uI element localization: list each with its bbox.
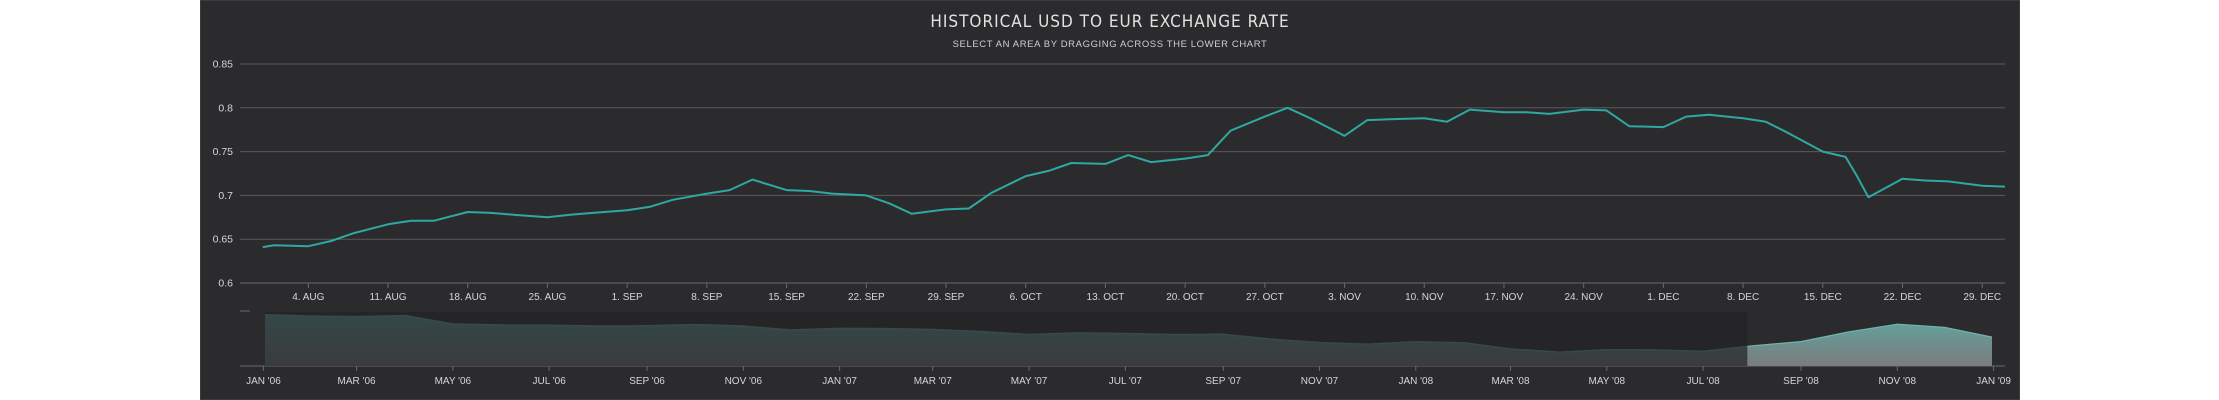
x-tick-label: 1. SEP xyxy=(612,292,643,303)
navigator-tick-label: JAN '09 xyxy=(1976,376,2011,387)
x-tick-label: 22. SEP xyxy=(848,292,885,303)
navigator-tick-label: JAN '08 xyxy=(1398,376,1433,387)
navigator-tick-label: MAR '06 xyxy=(338,376,376,387)
x-tick-label: 27. OCT xyxy=(1246,292,1284,303)
x-tick-label: 8. DEC xyxy=(1727,292,1759,303)
main-y-tick-labels: 0.6 0.65 0.7 0.75 0.8 0.85 xyxy=(213,59,234,290)
x-tick-label: 3. NOV xyxy=(1328,292,1361,303)
x-tick-label: 15. DEC xyxy=(1804,292,1842,303)
x-tick-label: 15. SEP xyxy=(768,292,805,303)
navigator-tick-label: JUL '06 xyxy=(533,376,567,387)
y-tick-label: 0.7 xyxy=(218,190,233,202)
y-tick-label: 0.6 xyxy=(218,278,233,290)
x-tick-label: 17. NOV xyxy=(1485,292,1524,303)
main-x-tick-labels: 4. AUG 11. AUG 18. AUG 25. AUG 1. SEP 8. SEP 1… xyxy=(292,283,2001,303)
navigator-tick-label: JUL '07 xyxy=(1109,376,1143,387)
main-series xyxy=(262,106,2006,249)
navigator-mask xyxy=(265,312,1748,366)
y-tick-label: 0.85 xyxy=(213,59,234,71)
navigator-tick-label: NOV '06 xyxy=(725,376,763,387)
x-tick-label: 1. DEC xyxy=(1647,292,1679,303)
navigator-tick-label: JAN '07 xyxy=(822,376,857,387)
navigator-tick-label: MAY '06 xyxy=(435,376,472,387)
navigator-tick-label: SEP '06 xyxy=(629,376,665,387)
navigator-tick-label: JAN '06 xyxy=(246,376,281,387)
x-tick-label: 20. OCT xyxy=(1166,292,1204,303)
navigator-x-tick-labels: JAN '06 MAR '06 MAY '06 JUL '06 SEP '06 NOV '… xyxy=(246,366,2011,387)
x-tick-label: 24. NOV xyxy=(1564,292,1603,303)
y-tick-label: 0.75 xyxy=(213,146,234,158)
navigator-tick-label: SEP '08 xyxy=(1783,376,1819,387)
navigator-tick-label: NOV '07 xyxy=(1301,376,1339,387)
x-tick-label: 25. AUG xyxy=(529,292,567,303)
chart-subtitle: SELECT AN AREA BY DRAGGING ACROSS THE LO… xyxy=(953,39,1268,50)
main-gridlines xyxy=(240,63,2005,284)
x-tick-label: 11. AUG xyxy=(370,292,407,303)
x-tick-label: 10. NOV xyxy=(1405,292,1444,303)
navigator-tick-label: JUL '08 xyxy=(1686,376,1720,387)
series-line xyxy=(262,106,2006,249)
x-tick-label: 29. DEC xyxy=(1963,292,2001,303)
navigator-tick-label: MAR '08 xyxy=(1492,376,1530,387)
navigator-tick-label: MAY '08 xyxy=(1589,376,1626,387)
navigator-tick-label: MAR '07 xyxy=(914,376,952,387)
x-tick-label: 4. AUG xyxy=(292,292,324,303)
y-tick-label: 0.8 xyxy=(218,102,233,114)
x-tick-label: 29. SEP xyxy=(928,292,965,303)
x-tick-label: 13. OCT xyxy=(1087,292,1125,303)
navigator[interactable] xyxy=(240,310,2005,367)
chart-title: HISTORICAL USD TO EUR EXCHANGE RATE xyxy=(930,12,1289,32)
x-tick-label: 8. SEP xyxy=(691,292,722,303)
y-tick-label: 0.65 xyxy=(213,234,234,246)
navigator-tick-label: MAY '07 xyxy=(1011,376,1048,387)
x-tick-label: 22. DEC xyxy=(1884,292,1922,303)
navigator-tick-label: NOV '08 xyxy=(1879,376,1917,387)
x-tick-label: 6. OCT xyxy=(1010,292,1042,303)
navigator-tick-label: SEP '07 xyxy=(1205,376,1241,387)
x-tick-label: 18. AUG xyxy=(449,292,487,303)
